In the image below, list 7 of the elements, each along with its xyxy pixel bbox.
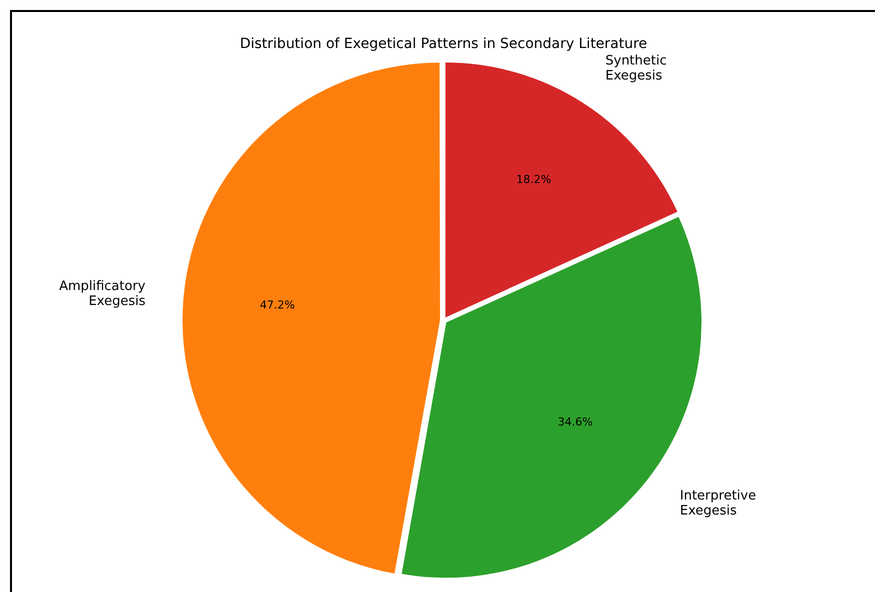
data-label: 18.2%: [516, 173, 552, 186]
slice-label: Amplificatory Exegesis: [59, 278, 146, 309]
slice-label: Synthetic Exegesis: [605, 54, 667, 84]
data-label: 47.2%: [260, 298, 295, 312]
chart-title: Distribution of Exegetical Patterns in Secondary Literature: [240, 36, 648, 52]
slice-label: Interpretive Exegesis: [680, 488, 756, 519]
data-label: 34.6%: [558, 415, 593, 428]
